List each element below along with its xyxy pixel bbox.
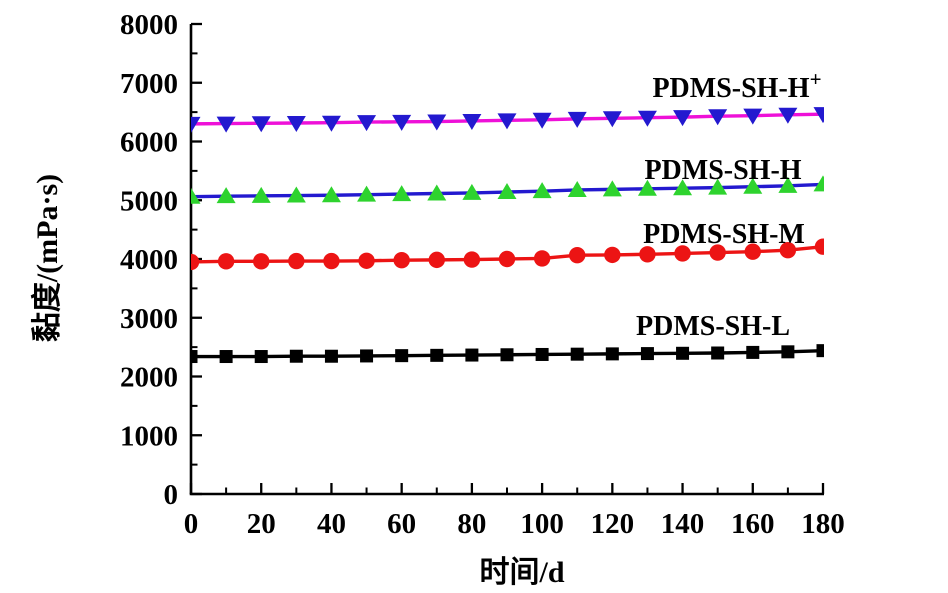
- axis-ticks: [189, 22, 825, 496]
- x-tick-label: 80: [457, 508, 486, 540]
- series-PDMS-SH-L: [191, 344, 824, 364]
- x-tick-label: 160: [731, 508, 775, 540]
- series-label-PDMS-SH-M: PDMS-SH-M: [643, 219, 805, 250]
- x-tick-label: 0: [184, 508, 199, 540]
- x-tick-label: 120: [591, 508, 635, 540]
- series-PDMS-SH-H+: [191, 107, 824, 133]
- series-label-PDMS-SH-H+: PDMS-SH-H+: [652, 67, 821, 104]
- x-tick-labels: 0 20 40 60 80 100 120 140 160 180: [184, 508, 845, 540]
- series-markers-PDMS-SH-L: [191, 344, 824, 364]
- series-PDMS-SH-M: [191, 238, 824, 271]
- series-markers-PDMS-SH-H: [191, 175, 824, 204]
- x-tick-label: 100: [520, 508, 564, 540]
- y-tick-label: 0: [164, 479, 179, 511]
- y-axis-title: 黏度/(mPa·s): [31, 174, 64, 342]
- x-tick-label: 60: [387, 508, 416, 540]
- y-tick-label: 5000: [120, 185, 178, 217]
- y-tick-label: 7000: [120, 68, 178, 100]
- x-tick-label: 40: [317, 508, 346, 540]
- x-tick-label: 140: [661, 508, 705, 540]
- series-label-PDMS-SH-H: PDMS-SH-H: [644, 155, 801, 186]
- series-markers-PDMS-SH-H+: [191, 107, 824, 133]
- y-tick-labels: 0 1000 2000 3000 4000 5000 6000 7000 8000: [120, 9, 178, 511]
- series-annotations: PDMS-SH-H+ PDMS-SH-H PDMS-SH-M PDMS-SH-L: [636, 67, 822, 342]
- x-tick-label: 180: [801, 508, 845, 540]
- y-tick-label: 2000: [120, 362, 178, 394]
- y-tick-label: 8000: [120, 9, 178, 41]
- x-axis-title: 时间/d: [479, 556, 564, 589]
- series-label-PDMS-SH-L: PDMS-SH-L: [636, 311, 790, 342]
- series-markers-PDMS-SH-M: [191, 238, 824, 271]
- x-tick-label: 20: [247, 508, 276, 540]
- y-tick-label: 3000: [120, 303, 178, 335]
- y-tick-label: 6000: [120, 127, 178, 159]
- series-PDMS-SH-H: [191, 175, 824, 204]
- y-tick-label: 4000: [120, 244, 178, 276]
- y-tick-label: 1000: [120, 420, 178, 452]
